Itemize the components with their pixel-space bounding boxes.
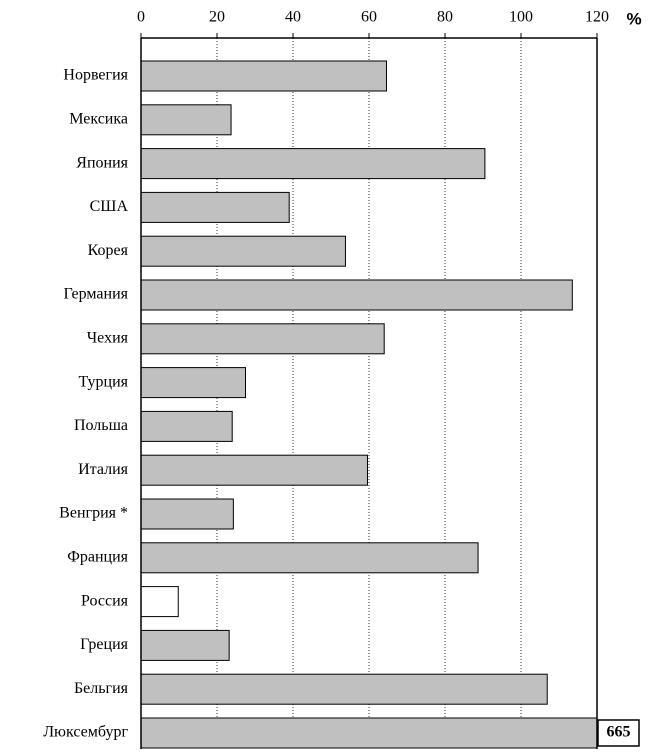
bar <box>141 367 246 399</box>
x-tick-label: 60 <box>361 9 377 26</box>
y-tick-label: Япония <box>76 154 128 171</box>
x-tick-label: 0 <box>137 9 145 26</box>
y-tick-label: Норвегия <box>63 67 128 84</box>
y-tick-label: Венгрия * <box>59 505 128 522</box>
bar <box>141 586 179 618</box>
x-tick-label: 80 <box>437 9 453 26</box>
y-tick-label: Чехия <box>87 329 129 346</box>
y-tick-label: Россия <box>81 592 129 609</box>
bar <box>141 323 385 355</box>
y-tick-label: Турция <box>79 373 129 390</box>
axis-label: % <box>626 9 641 28</box>
y-tick-label: Корея <box>88 242 129 259</box>
y-tick-label: Мексика <box>69 110 128 127</box>
y-tick-label: Бельгия <box>74 680 129 697</box>
bar <box>141 454 368 486</box>
x-tick-label: 40 <box>285 9 301 26</box>
bar <box>141 410 233 442</box>
bar <box>141 673 548 705</box>
y-tick-label: Франция <box>67 548 128 565</box>
bar <box>141 148 486 180</box>
bar <box>141 104 232 136</box>
value-label-box <box>597 719 640 747</box>
y-tick-label: Греция <box>80 636 128 653</box>
x-tick-label: 20 <box>209 9 225 26</box>
bar <box>141 235 346 267</box>
bar <box>141 60 387 92</box>
bar <box>141 498 234 530</box>
y-tick-label: Германия <box>64 286 129 303</box>
bar <box>141 279 573 311</box>
y-tick-label: США <box>90 198 129 215</box>
bar <box>141 717 597 749</box>
x-tick-label: 100 <box>509 9 533 26</box>
bar <box>141 542 479 574</box>
value-label: 665 <box>607 724 631 741</box>
bar <box>141 191 290 223</box>
y-tick-label: Италия <box>78 461 129 478</box>
bar <box>141 629 230 661</box>
y-tick-label: Люксембург <box>43 724 128 741</box>
x-tick-label: 120 <box>585 9 609 26</box>
y-tick-label: Польша <box>74 417 128 434</box>
